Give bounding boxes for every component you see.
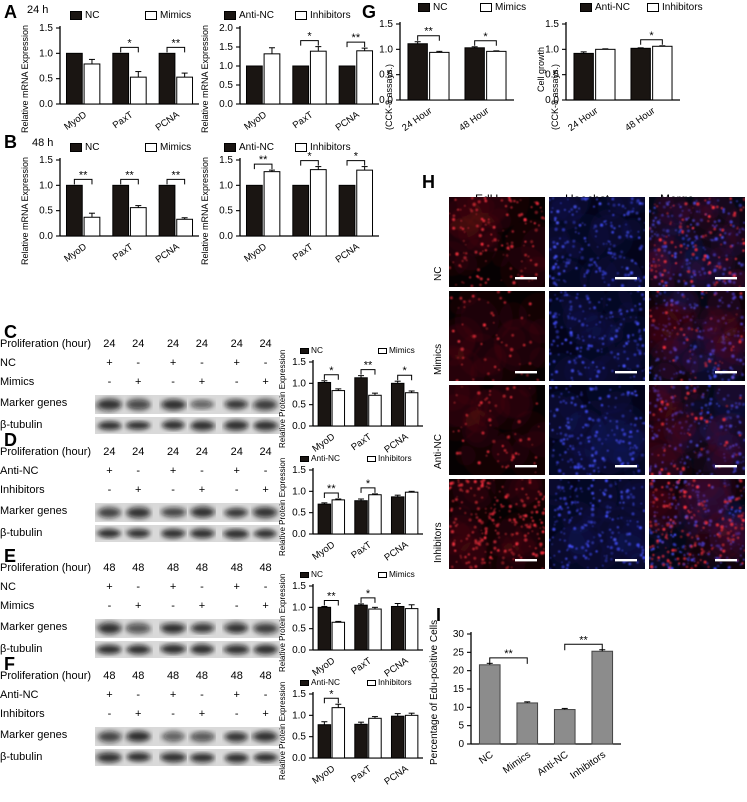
svg-text:NC: NC — [477, 749, 495, 766]
svg-text:PaxT: PaxT — [291, 241, 316, 263]
svg-text:2.0: 2.0 — [219, 23, 233, 34]
svg-text:PCNA: PCNA — [382, 431, 410, 456]
svg-text:PaxT: PaxT — [111, 241, 136, 263]
svg-text:*: * — [483, 31, 488, 43]
svg-text:1.0: 1.0 — [39, 180, 53, 191]
svg-text:MyoD: MyoD — [310, 763, 337, 786]
svg-text:Mimics: Mimics — [501, 749, 533, 776]
svg-text:0.0: 0.0 — [292, 421, 306, 432]
svg-text:1.5: 1.5 — [292, 582, 306, 592]
svg-text:PCNA: PCNA — [154, 241, 182, 266]
svg-text:Inhibitors: Inhibitors — [568, 749, 608, 781]
svg-text:**: ** — [424, 26, 433, 38]
svg-text:1.0: 1.0 — [292, 486, 306, 497]
svg-text:1.0: 1.0 — [292, 710, 306, 721]
svg-text:**: ** — [125, 169, 134, 181]
svg-text:0.5: 0.5 — [292, 400, 306, 411]
svg-text:PCNA: PCNA — [382, 763, 410, 788]
svg-text:**: ** — [259, 154, 268, 166]
svg-text:PaxT: PaxT — [111, 109, 136, 131]
svg-text:25: 25 — [453, 647, 465, 658]
svg-text:0.5: 0.5 — [219, 80, 233, 91]
svg-text:MyoD: MyoD — [310, 431, 337, 454]
svg-text:**: ** — [364, 360, 373, 372]
svg-text:0.0: 0.0 — [39, 231, 53, 242]
svg-text:**: ** — [327, 483, 336, 495]
svg-text:0.5: 0.5 — [39, 74, 53, 85]
svg-text:0: 0 — [458, 739, 464, 750]
svg-text:**: ** — [504, 648, 513, 660]
svg-text:PaxT: PaxT — [349, 539, 374, 561]
svg-text:MyoD: MyoD — [242, 109, 269, 132]
svg-text:0.5: 0.5 — [292, 624, 306, 635]
svg-text:1.5: 1.5 — [39, 23, 53, 34]
svg-text:1.0: 1.0 — [292, 602, 306, 613]
svg-text:0.5: 0.5 — [39, 206, 53, 217]
svg-text:1.5: 1.5 — [379, 19, 393, 30]
svg-text:1.0: 1.0 — [39, 48, 53, 59]
svg-text:*: * — [127, 37, 132, 49]
svg-text:1.5: 1.5 — [219, 42, 233, 53]
svg-text:0.5: 0.5 — [292, 732, 306, 743]
svg-text:**: ** — [172, 37, 181, 49]
svg-text:30: 30 — [453, 629, 465, 640]
svg-text:*: * — [307, 31, 312, 43]
svg-text:48 Hour: 48 Hour — [623, 105, 657, 133]
svg-text:15: 15 — [453, 684, 465, 695]
svg-text:PaxT: PaxT — [291, 109, 316, 131]
svg-text:MyoD: MyoD — [310, 539, 337, 562]
svg-text:**: ** — [579, 634, 588, 646]
svg-text:PCNA: PCNA — [154, 109, 182, 134]
svg-text:PaxT: PaxT — [349, 655, 374, 677]
svg-text:*: * — [366, 478, 371, 490]
svg-text:10: 10 — [453, 702, 465, 713]
svg-text:0.0: 0.0 — [292, 645, 306, 656]
svg-text:1.5: 1.5 — [39, 155, 53, 166]
svg-text:1.0: 1.0 — [545, 44, 559, 55]
svg-text:PCNA: PCNA — [334, 241, 362, 266]
svg-text:1.5: 1.5 — [292, 690, 306, 700]
svg-text:5: 5 — [458, 721, 464, 732]
svg-text:MyoD: MyoD — [310, 655, 337, 678]
svg-text:*: * — [354, 151, 359, 163]
svg-text:**: ** — [172, 169, 181, 181]
svg-text:PCNA: PCNA — [382, 655, 410, 680]
svg-text:0.0: 0.0 — [219, 231, 233, 242]
svg-text:**: ** — [79, 169, 88, 181]
svg-text:MyoD: MyoD — [62, 109, 89, 132]
svg-text:20: 20 — [453, 666, 465, 677]
svg-text:**: ** — [327, 590, 336, 602]
svg-text:*: * — [329, 365, 334, 377]
svg-text:24 Hour: 24 Hour — [566, 105, 600, 133]
svg-text:*: * — [403, 365, 408, 377]
svg-text:0.0: 0.0 — [292, 529, 306, 540]
svg-text:1.5: 1.5 — [545, 19, 559, 30]
svg-text:**: ** — [352, 32, 361, 44]
svg-text:PaxT: PaxT — [349, 763, 374, 785]
svg-text:0.0: 0.0 — [39, 99, 53, 110]
svg-text:PCNA: PCNA — [382, 539, 410, 564]
svg-text:48 Hour: 48 Hour — [457, 105, 491, 133]
svg-text:0.0: 0.0 — [219, 99, 233, 110]
svg-text:PaxT: PaxT — [349, 431, 374, 453]
svg-text:PCNA: PCNA — [334, 109, 362, 134]
svg-text:1.0: 1.0 — [379, 44, 393, 55]
svg-text:*: * — [366, 588, 371, 600]
svg-text:MyoD: MyoD — [62, 241, 89, 264]
svg-text:MyoD: MyoD — [242, 241, 269, 264]
svg-text:1.0: 1.0 — [292, 378, 306, 389]
svg-text:Anti-NC: Anti-NC — [535, 749, 570, 778]
svg-text:0.5: 0.5 — [219, 206, 233, 217]
svg-text:1.0: 1.0 — [219, 180, 233, 191]
svg-text:*: * — [649, 30, 654, 42]
svg-text:0.0: 0.0 — [292, 753, 306, 764]
svg-text:*: * — [329, 690, 334, 700]
svg-text:1.5: 1.5 — [292, 358, 306, 368]
svg-text:1.5: 1.5 — [219, 155, 233, 166]
svg-text:1.5: 1.5 — [292, 466, 306, 476]
svg-text:24 Hour: 24 Hour — [400, 105, 434, 133]
svg-text:1.0: 1.0 — [219, 61, 233, 72]
svg-text:0.5: 0.5 — [292, 508, 306, 519]
